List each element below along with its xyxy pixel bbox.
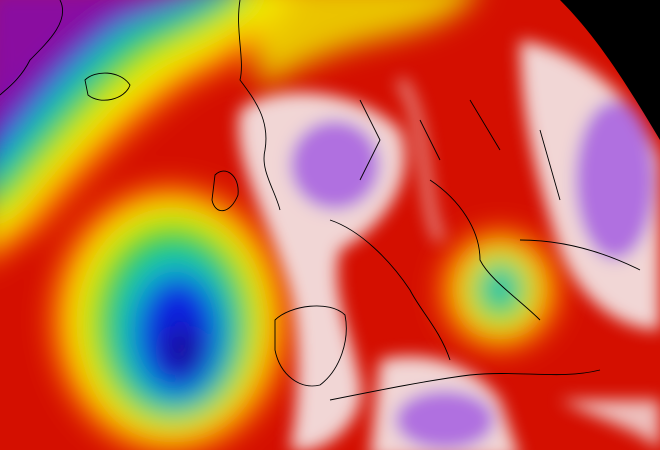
balkans-coast [429, 179, 541, 321]
mediterranean-low [484, 268, 516, 308]
southeast-white [560, 400, 660, 450]
greenland-coast [0, 0, 64, 96]
turkey-coast [519, 239, 641, 271]
space-corner [560, 0, 660, 140]
trough-line [395, 77, 445, 243]
north-yellow-band [251, 0, 470, 90]
northwest-low [0, 0, 168, 127]
eastern-ridge [575, 100, 655, 260]
borders [359, 99, 561, 201]
italy-coast [329, 219, 451, 361]
iceland-coast [84, 72, 131, 101]
central-europe-ridge [290, 120, 380, 210]
africa-coast [329, 369, 601, 401]
iberia-coast [274, 305, 347, 387]
scandinavia-coast [238, 0, 281, 211]
north-africa-ridge [395, 390, 495, 450]
coastlines [0, 0, 641, 401]
ireland-coast [211, 170, 239, 212]
atlantic-low-core [164, 325, 200, 375]
